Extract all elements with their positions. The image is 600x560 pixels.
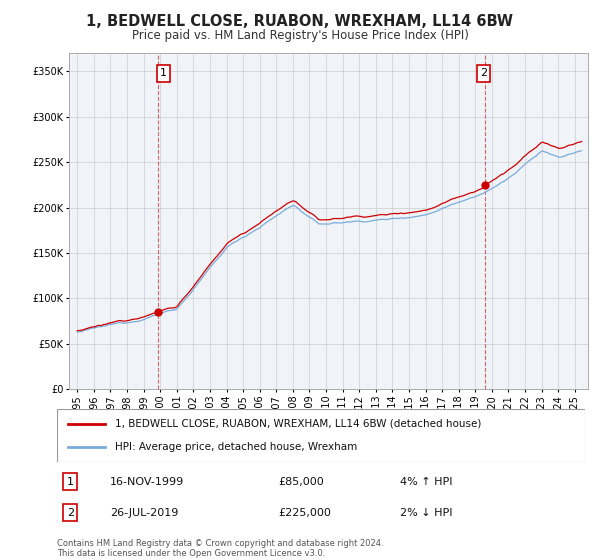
Text: 1, BEDWELL CLOSE, RUABON, WREXHAM, LL14 6BW: 1, BEDWELL CLOSE, RUABON, WREXHAM, LL14 … [86, 14, 514, 29]
Text: Contains HM Land Registry data © Crown copyright and database right 2024.
This d: Contains HM Land Registry data © Crown c… [57, 539, 383, 558]
Text: 16-NOV-1999: 16-NOV-1999 [110, 477, 184, 487]
Text: 2% ↓ HPI: 2% ↓ HPI [400, 507, 453, 517]
Text: 2: 2 [480, 68, 487, 78]
Text: 2: 2 [67, 507, 74, 517]
Text: HPI: Average price, detached house, Wrexham: HPI: Average price, detached house, Wrex… [115, 442, 358, 452]
Text: 1: 1 [67, 477, 74, 487]
FancyBboxPatch shape [57, 409, 585, 462]
Text: £225,000: £225,000 [279, 507, 332, 517]
Text: Price paid vs. HM Land Registry's House Price Index (HPI): Price paid vs. HM Land Registry's House … [131, 29, 469, 42]
Text: 4% ↑ HPI: 4% ↑ HPI [400, 477, 453, 487]
Text: 26-JUL-2019: 26-JUL-2019 [110, 507, 178, 517]
Text: 1, BEDWELL CLOSE, RUABON, WREXHAM, LL14 6BW (detached house): 1, BEDWELL CLOSE, RUABON, WREXHAM, LL14 … [115, 419, 481, 429]
Text: 1: 1 [160, 68, 167, 78]
Text: £85,000: £85,000 [279, 477, 325, 487]
